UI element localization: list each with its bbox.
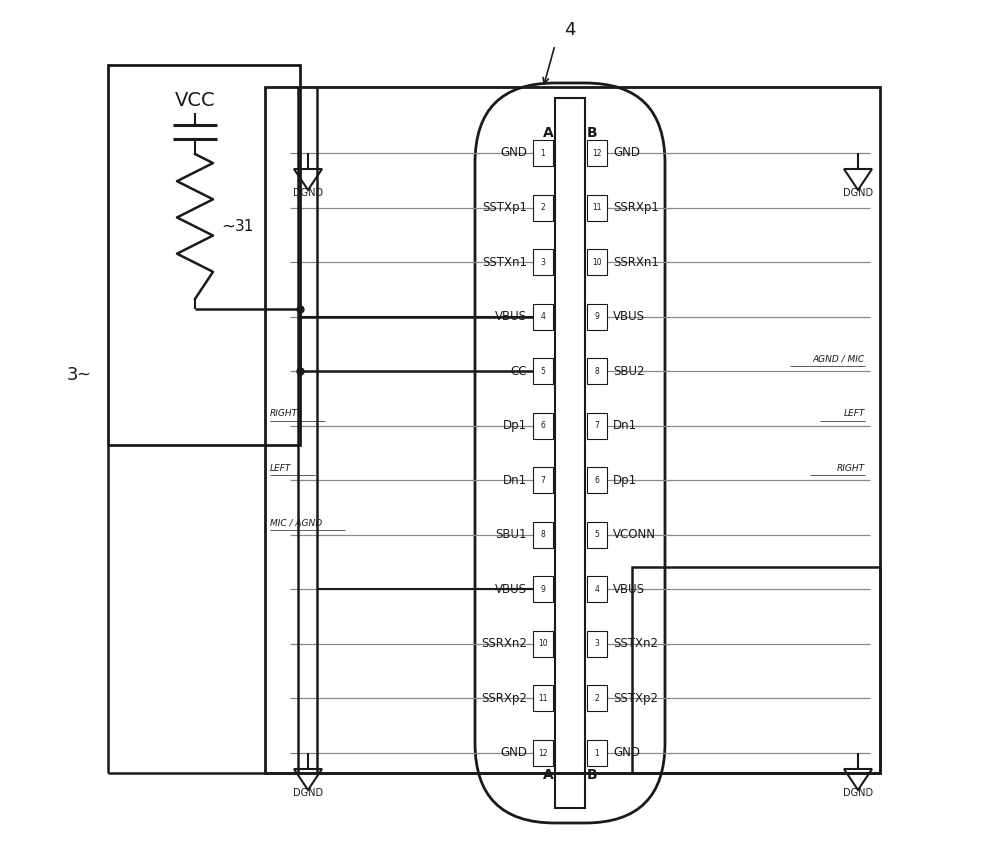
Text: VBUS: VBUS <box>495 583 527 596</box>
Text: GND: GND <box>613 146 640 160</box>
Bar <box>587 631 607 656</box>
Text: MIC / AGND: MIC / AGND <box>270 519 322 527</box>
Bar <box>533 467 553 493</box>
Text: GND: GND <box>613 746 640 760</box>
Text: DGND: DGND <box>843 788 873 798</box>
Text: SSTXn1: SSTXn1 <box>482 255 527 268</box>
Text: A: A <box>543 126 553 140</box>
Bar <box>587 140 607 166</box>
Text: B: B <box>587 126 597 140</box>
Bar <box>587 740 607 766</box>
Text: 3: 3 <box>595 640 599 648</box>
Text: Dn1: Dn1 <box>613 420 637 432</box>
FancyBboxPatch shape <box>475 83 665 823</box>
Text: 12: 12 <box>538 749 548 757</box>
Text: 10: 10 <box>592 257 602 266</box>
Text: A: A <box>543 768 553 782</box>
Text: SBU2: SBU2 <box>613 365 644 377</box>
Bar <box>587 576 607 602</box>
Text: RIGHT: RIGHT <box>837 464 865 473</box>
Text: 9: 9 <box>541 585 545 594</box>
Text: 4: 4 <box>541 312 545 321</box>
Text: 10: 10 <box>538 640 548 648</box>
Bar <box>533 304 553 330</box>
Text: 3: 3 <box>541 257 545 266</box>
Text: SSRXp1: SSRXp1 <box>613 201 659 214</box>
Text: 7: 7 <box>595 421 599 431</box>
Text: 9: 9 <box>595 312 599 321</box>
Text: SBU1: SBU1 <box>496 528 527 541</box>
Text: DGND: DGND <box>293 788 323 798</box>
Text: RIGHT: RIGHT <box>270 409 298 418</box>
Text: VCONN: VCONN <box>613 528 656 541</box>
Text: 4: 4 <box>564 21 576 39</box>
Text: VBUS: VBUS <box>613 583 645 596</box>
Text: 2: 2 <box>541 203 545 212</box>
Bar <box>587 467 607 493</box>
Text: 31: 31 <box>235 219 254 234</box>
Text: SSTXp1: SSTXp1 <box>482 201 527 214</box>
Text: SSRXp2: SSRXp2 <box>481 692 527 705</box>
Text: 2: 2 <box>595 694 599 703</box>
Bar <box>587 304 607 330</box>
Bar <box>533 358 553 384</box>
Text: DGND: DGND <box>293 188 323 198</box>
Bar <box>533 140 553 166</box>
Text: LEFT: LEFT <box>844 409 865 418</box>
Text: ~: ~ <box>76 366 90 384</box>
Bar <box>632 567 880 773</box>
Text: Dp1: Dp1 <box>613 474 637 486</box>
Text: SSTXp2: SSTXp2 <box>613 692 658 705</box>
Bar <box>587 195 607 221</box>
Text: CC: CC <box>511 365 527 377</box>
Bar <box>108 65 300 445</box>
Text: 5: 5 <box>595 530 599 539</box>
Text: VCC: VCC <box>175 91 215 109</box>
Text: Dn1: Dn1 <box>503 474 527 486</box>
Bar <box>533 576 553 602</box>
Bar <box>533 522 553 548</box>
Text: SSRXn2: SSRXn2 <box>481 637 527 651</box>
Text: 1: 1 <box>541 149 545 157</box>
Text: LEFT: LEFT <box>270 464 291 473</box>
Text: VBUS: VBUS <box>495 310 527 323</box>
Bar <box>533 413 553 439</box>
Bar <box>587 249 607 275</box>
Bar <box>533 631 553 656</box>
Text: 7: 7 <box>541 475 545 485</box>
Text: 5: 5 <box>541 366 545 376</box>
Text: Dp1: Dp1 <box>503 420 527 432</box>
Bar <box>587 413 607 439</box>
Bar <box>555 98 585 808</box>
Text: 8: 8 <box>595 366 599 376</box>
Text: 12: 12 <box>592 149 602 157</box>
Bar <box>587 522 607 548</box>
Text: VBUS: VBUS <box>613 310 645 323</box>
Text: 3: 3 <box>66 366 78 384</box>
Text: GND: GND <box>500 746 527 760</box>
Text: ~: ~ <box>221 217 235 235</box>
Bar <box>533 685 553 711</box>
Bar <box>587 685 607 711</box>
Bar <box>533 740 553 766</box>
Text: B: B <box>587 768 597 782</box>
Text: SSRXn1: SSRXn1 <box>613 255 659 268</box>
Bar <box>533 249 553 275</box>
Text: 1: 1 <box>595 749 599 757</box>
Text: 6: 6 <box>541 421 545 431</box>
Text: GND: GND <box>500 146 527 160</box>
Text: SSTXn2: SSTXn2 <box>613 637 658 651</box>
Text: AGND / MIC: AGND / MIC <box>813 354 865 364</box>
Text: 6: 6 <box>595 475 599 485</box>
Text: 4: 4 <box>595 585 599 594</box>
Bar <box>265 87 880 773</box>
Text: 8: 8 <box>541 530 545 539</box>
Bar <box>533 195 553 221</box>
Text: 11: 11 <box>538 694 548 703</box>
Bar <box>587 358 607 384</box>
Text: DGND: DGND <box>843 188 873 198</box>
Text: 11: 11 <box>592 203 602 212</box>
